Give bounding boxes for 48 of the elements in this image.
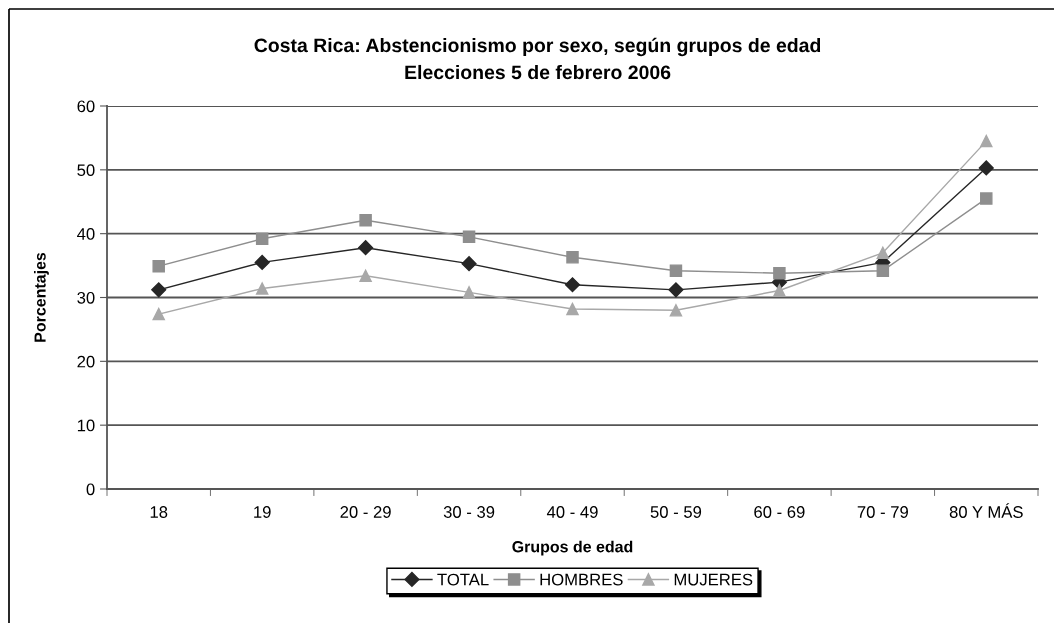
point (255, 282, 269, 295)
point (152, 259, 165, 273)
point (359, 214, 372, 227)
chart-subtitle: Elecciones 5 de febrero 2006 (405, 64, 671, 80)
y-tick-label: 0 (86, 483, 95, 496)
point (151, 282, 167, 298)
y-tick-label: 50 (77, 164, 95, 177)
point (566, 302, 579, 316)
point (669, 264, 683, 277)
x-tick-label: 20 - 29 (340, 506, 391, 518)
point (668, 282, 684, 298)
y-axis-title: Porcentajes (33, 252, 49, 342)
point (462, 286, 476, 299)
x-tick-label: 40 - 49 (546, 506, 598, 518)
y-tick-label: 40 (77, 228, 95, 240)
point (566, 251, 579, 264)
y-tick-label: 10 (77, 419, 95, 432)
x-axis-title: Grupos de edad (512, 540, 633, 556)
point (254, 254, 270, 270)
y-tick-label: 30 (77, 291, 95, 304)
x-tick-label: 19 (254, 506, 271, 518)
x-tick-label: 30 - 39 (443, 506, 495, 518)
point (773, 266, 786, 280)
point (255, 232, 269, 246)
point (564, 277, 581, 293)
point (876, 264, 890, 277)
point (358, 240, 374, 256)
point (359, 269, 372, 283)
legend-label: HOMBRES (540, 573, 623, 586)
x-tick-label: 80 Y MÁS (949, 503, 1023, 518)
point (978, 160, 994, 176)
chart-title: Costa Rica: Abstencionismo por sexo, según grupos de edad (254, 37, 821, 57)
legend-label: TOTAL (437, 573, 489, 586)
point (152, 307, 165, 321)
point (980, 192, 993, 205)
x-tick-label: 60 - 69 (754, 506, 805, 518)
point (773, 284, 786, 297)
x-tick-label: 50 - 59 (650, 506, 702, 518)
point (980, 134, 993, 148)
x-tick-label: 70 - 79 (857, 506, 908, 518)
point (462, 230, 476, 244)
y-tick-label: 20 (77, 355, 95, 368)
point (461, 256, 477, 272)
point (669, 304, 683, 317)
point (876, 246, 890, 260)
x-tick-label: 18 (150, 506, 168, 518)
y-tick-label: 60 (77, 100, 95, 113)
legend-label: MUJERES (674, 573, 753, 586)
